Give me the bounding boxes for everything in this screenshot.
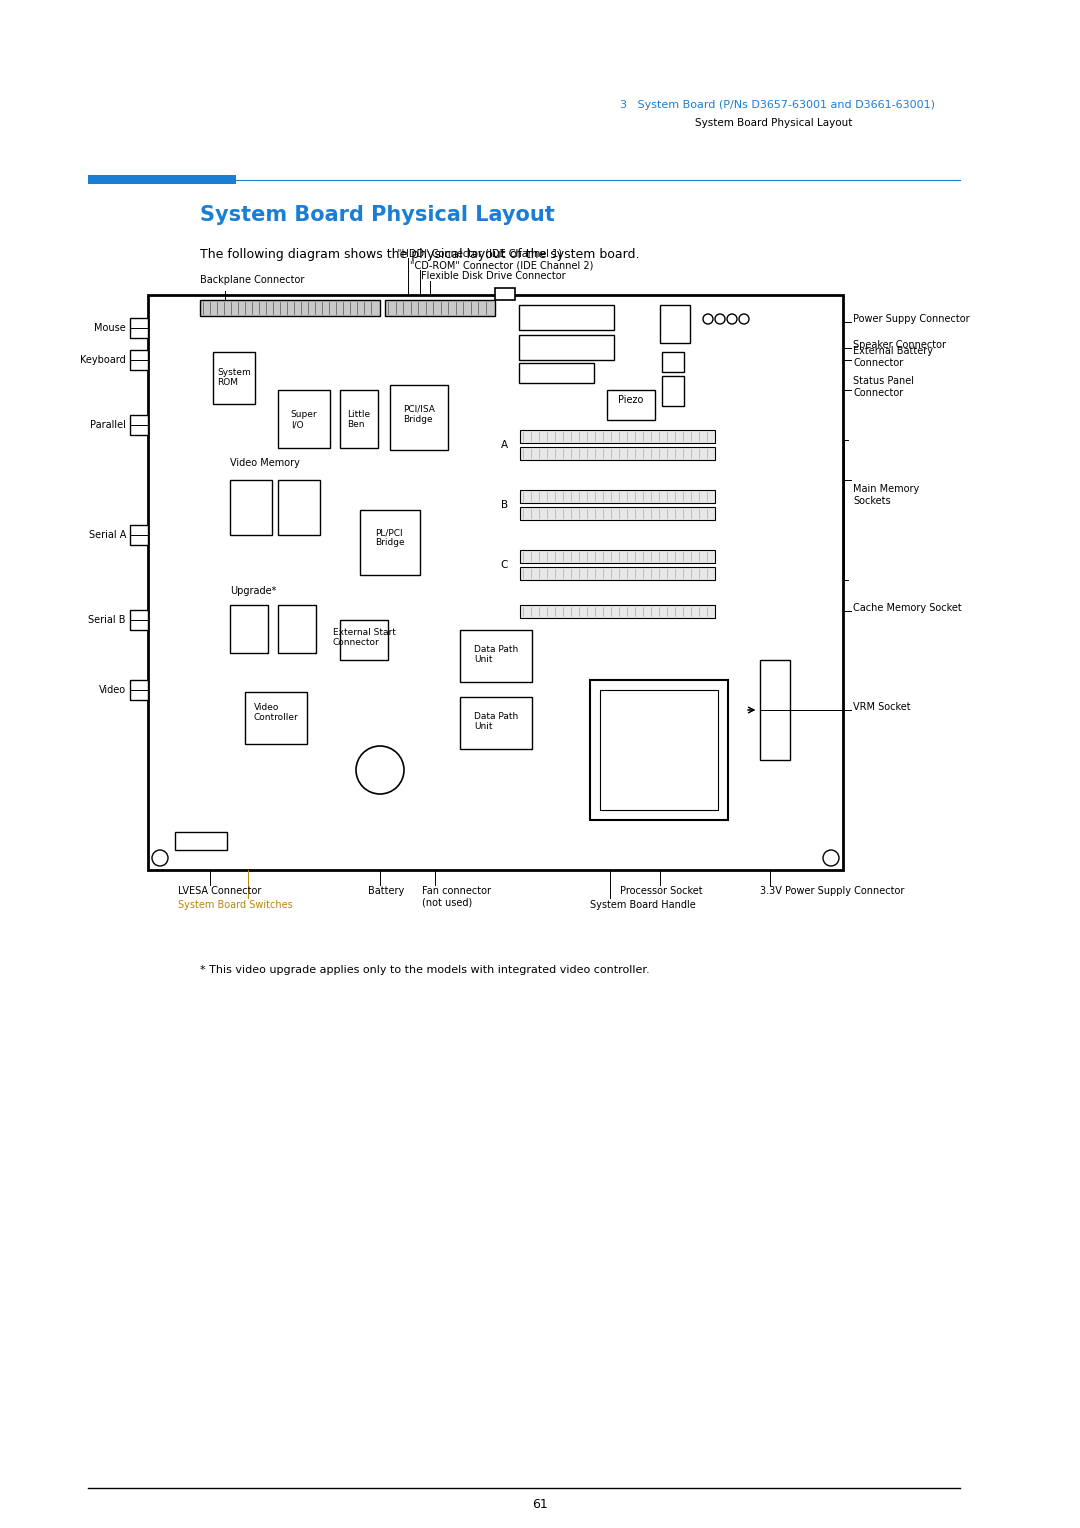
Bar [130,416,148,435]
Text: LVESA Connector: LVESA Connector [178,886,261,895]
Text: System Board Physical Layout: System Board Physical Layout [200,205,555,225]
Circle shape [703,313,713,324]
Circle shape [715,313,725,324]
Text: Video: Video [99,685,126,695]
Text: 3.3V Power Supply Connector: 3.3V Power Supply Connector [760,886,904,895]
Text: "HDD" Connector (IDE Channel 1): "HDD" Connector (IDE Channel 1) [397,248,562,258]
Bar [519,335,615,361]
Bar [519,306,615,330]
Text: System Board Handle: System Board Handle [590,900,696,911]
Text: External Start
Connector: External Start Connector [333,628,395,648]
Text: PCI/ISA
Bridge: PCI/ISA Bridge [403,405,435,425]
Text: "CD-ROM" Connector (IDE Channel 2): "CD-ROM" Connector (IDE Channel 2) [410,260,593,270]
Text: Keyboard: Keyboard [80,354,126,365]
Bar [230,605,268,652]
Text: Parallel: Parallel [90,420,126,429]
Bar [340,390,378,448]
Bar [148,295,843,869]
Text: Serial A: Serial A [89,530,126,539]
Text: 61: 61 [532,1497,548,1511]
Circle shape [152,850,168,866]
Text: C: C [501,559,508,570]
Bar [384,299,495,316]
Bar [278,480,320,535]
Bar [278,605,316,652]
Bar [519,605,715,617]
Bar [360,510,420,575]
Bar [130,350,148,370]
Text: Battery: Battery [368,886,404,895]
Text: Data Path
Unit: Data Path Unit [474,645,518,665]
Text: Speaker Connector: Speaker Connector [853,341,946,350]
Bar [519,550,715,562]
Bar [130,526,148,545]
Bar [390,385,448,451]
Text: Power Suppy Connector: Power Suppy Connector [853,313,970,324]
Text: Piezo: Piezo [619,396,644,405]
Text: Video Memory: Video Memory [230,458,300,468]
Circle shape [727,313,737,324]
Bar [130,318,148,338]
Bar [87,176,237,183]
Bar [662,351,684,371]
Bar [519,507,715,520]
Circle shape [823,850,839,866]
Text: Status Panel
Connector: Status Panel Connector [853,376,914,397]
Text: Serial B: Serial B [89,614,126,625]
Text: Fan connector
(not used): Fan connector (not used) [422,886,491,908]
Bar [460,697,532,749]
Text: Cache Memory Socket: Cache Memory Socket [853,604,962,613]
Bar [278,390,330,448]
Bar [130,610,148,630]
Bar [175,833,227,850]
Text: * This video upgrade applies only to the models with integrated video controller: * This video upgrade applies only to the… [200,966,650,975]
Text: PL/PCI
Bridge: PL/PCI Bridge [375,529,405,547]
Bar [600,691,718,810]
Text: Flexible Disk Drive Connector: Flexible Disk Drive Connector [421,270,566,281]
Bar [519,567,715,581]
Bar [460,630,532,681]
Bar [760,660,789,759]
Bar [519,448,715,460]
Text: External Battery
Connector: External Battery Connector [853,347,933,368]
Circle shape [356,746,404,795]
Bar [519,429,715,443]
Bar [519,490,715,503]
Text: Super
I/O: Super I/O [291,410,318,429]
Bar [519,364,594,384]
Text: A: A [501,440,508,451]
Bar [607,390,654,420]
Bar [495,287,515,299]
Text: System Board Switches: System Board Switches [178,900,293,911]
Bar [662,376,684,406]
Bar [213,351,255,403]
Bar [340,620,388,660]
Bar [590,680,728,821]
Text: Backplane Connector: Backplane Connector [200,275,305,286]
Text: VRM Socket: VRM Socket [853,701,910,712]
Text: System Board Physical Layout: System Board Physical Layout [696,118,852,128]
Circle shape [739,313,750,324]
Bar [130,680,148,700]
Text: Data Path
Unit: Data Path Unit [474,712,518,732]
Text: Processor Socket: Processor Socket [620,886,703,895]
Text: Mouse: Mouse [94,322,126,333]
Bar [660,306,690,342]
Text: Little
Ben: Little Ben [348,410,370,429]
Text: System
ROM: System ROM [217,368,251,388]
Text: B: B [501,500,508,510]
Bar [245,692,307,744]
Text: Main Memory
Sockets: Main Memory Sockets [853,484,919,506]
Bar [374,752,386,788]
Text: Video
Controller: Video Controller [254,703,298,723]
Text: Upgrade*: Upgrade* [230,587,276,596]
Bar [230,480,272,535]
Bar [200,299,380,316]
Text: The following diagram shows the physical layout of the system board.: The following diagram shows the physical… [200,248,639,261]
Text: 3   System Board (P/Ns D3657-63001 and D3661-63001): 3 System Board (P/Ns D3657-63001 and D36… [620,99,935,110]
